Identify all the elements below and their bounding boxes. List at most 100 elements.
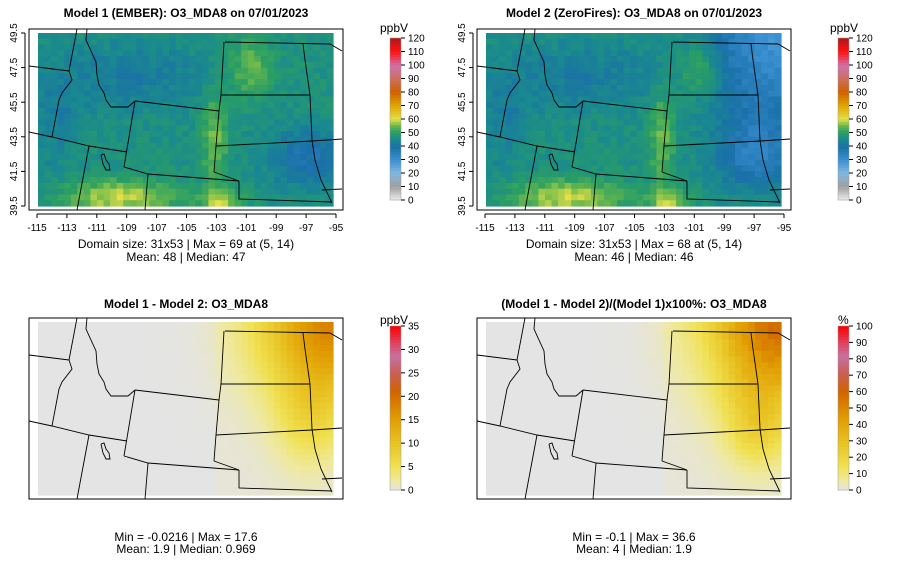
raster-cell bbox=[123, 50, 131, 57]
raster-cell bbox=[695, 44, 703, 51]
raster-cell bbox=[156, 107, 164, 115]
raster-cell bbox=[129, 362, 137, 369]
raster-cell bbox=[234, 84, 242, 92]
raster-cell bbox=[676, 333, 684, 340]
raster-cell bbox=[499, 356, 507, 363]
raster-cell bbox=[169, 454, 177, 461]
raster-cell bbox=[630, 50, 638, 57]
raster-cell bbox=[649, 356, 658, 363]
raster-cell bbox=[636, 188, 644, 196]
raster-cell bbox=[64, 182, 72, 190]
raster-cell bbox=[97, 425, 105, 433]
raster-cell bbox=[162, 477, 170, 485]
raster-cell bbox=[571, 125, 579, 132]
raster-cell bbox=[70, 56, 78, 63]
raster-cell bbox=[306, 420, 314, 427]
raster-cell bbox=[545, 96, 553, 103]
raster-cell bbox=[623, 125, 631, 132]
raster-cell bbox=[51, 182, 59, 190]
raster-cell bbox=[551, 79, 559, 86]
raster-cell bbox=[584, 84, 592, 92]
raster-cell bbox=[110, 188, 118, 196]
raster-cell bbox=[103, 443, 111, 450]
raster-cell bbox=[90, 107, 98, 115]
raster-cell bbox=[313, 425, 321, 433]
raster-cell bbox=[116, 333, 124, 340]
raster-cell bbox=[228, 385, 236, 392]
raster-cell bbox=[247, 385, 255, 392]
raster-cell bbox=[518, 194, 526, 201]
raster-cell bbox=[551, 113, 559, 121]
raster-cell bbox=[505, 350, 513, 358]
raster-cell bbox=[188, 425, 196, 433]
raster-cell bbox=[156, 448, 164, 456]
raster-cell bbox=[260, 408, 269, 415]
raster-cell bbox=[722, 177, 730, 184]
raster-cell bbox=[274, 402, 282, 410]
raster-cell bbox=[149, 56, 157, 63]
raster-cell bbox=[156, 61, 164, 69]
raster-cell bbox=[630, 96, 638, 103]
raster-cell bbox=[518, 119, 526, 126]
raster-cell bbox=[188, 322, 196, 329]
raster-cell bbox=[260, 483, 269, 490]
raster-cell bbox=[676, 61, 684, 69]
raster-cell bbox=[149, 136, 157, 144]
raster-cell bbox=[247, 414, 255, 421]
raster-cell bbox=[499, 96, 507, 103]
raster-cell bbox=[584, 44, 592, 51]
colorbar-swatch bbox=[390, 484, 401, 488]
colorbar-tick-label: 30 bbox=[408, 155, 420, 166]
raster-cell bbox=[90, 182, 98, 190]
raster-cell bbox=[326, 182, 334, 190]
raster-cell bbox=[551, 84, 559, 92]
raster-cell bbox=[123, 327, 131, 335]
raster-cell bbox=[663, 333, 671, 340]
raster-cell bbox=[44, 96, 52, 103]
raster-cell bbox=[267, 125, 275, 132]
raster-cell bbox=[319, 333, 328, 340]
raster-cell bbox=[83, 200, 92, 207]
raster-cell bbox=[129, 368, 137, 375]
raster-cell bbox=[241, 362, 249, 369]
raster-cell bbox=[221, 402, 229, 410]
raster-cell bbox=[228, 460, 236, 467]
raster-cell bbox=[531, 84, 540, 92]
raster-cell bbox=[247, 466, 255, 473]
raster-cell bbox=[538, 165, 546, 172]
raster-cell bbox=[260, 489, 269, 496]
raster-cell bbox=[103, 182, 111, 190]
raster-cell bbox=[280, 200, 288, 207]
raster-cell bbox=[525, 84, 533, 92]
raster-cell bbox=[90, 177, 98, 184]
raster-cell bbox=[156, 165, 164, 172]
raster-cell bbox=[708, 356, 717, 363]
raster-cell bbox=[175, 477, 183, 485]
raster-cell bbox=[590, 385, 599, 392]
raster-cell bbox=[722, 33, 730, 40]
colorbar-swatch bbox=[390, 70, 401, 74]
raster-cell bbox=[169, 200, 177, 207]
raster-cell bbox=[51, 362, 59, 369]
raster-cell bbox=[319, 33, 328, 40]
raster-cell bbox=[90, 125, 98, 132]
raster-cell bbox=[545, 148, 553, 155]
raster-cell bbox=[123, 356, 131, 363]
raster-cell bbox=[77, 327, 85, 335]
raster-cell bbox=[280, 396, 288, 404]
raster-cell bbox=[656, 61, 664, 69]
raster-cell bbox=[715, 182, 723, 190]
raster-cell bbox=[188, 44, 196, 51]
raster-cell bbox=[90, 391, 98, 398]
raster-cell bbox=[287, 322, 295, 329]
raster-cell bbox=[57, 148, 65, 155]
raster-cell bbox=[83, 182, 92, 190]
raster-cell bbox=[643, 385, 651, 392]
raster-cell bbox=[728, 67, 736, 74]
raster-cell bbox=[492, 61, 500, 69]
raster-cell bbox=[715, 333, 723, 340]
raster-cell bbox=[195, 368, 203, 375]
raster-cell bbox=[728, 385, 736, 392]
raster-cell bbox=[735, 200, 743, 207]
raster-cell bbox=[38, 322, 46, 329]
